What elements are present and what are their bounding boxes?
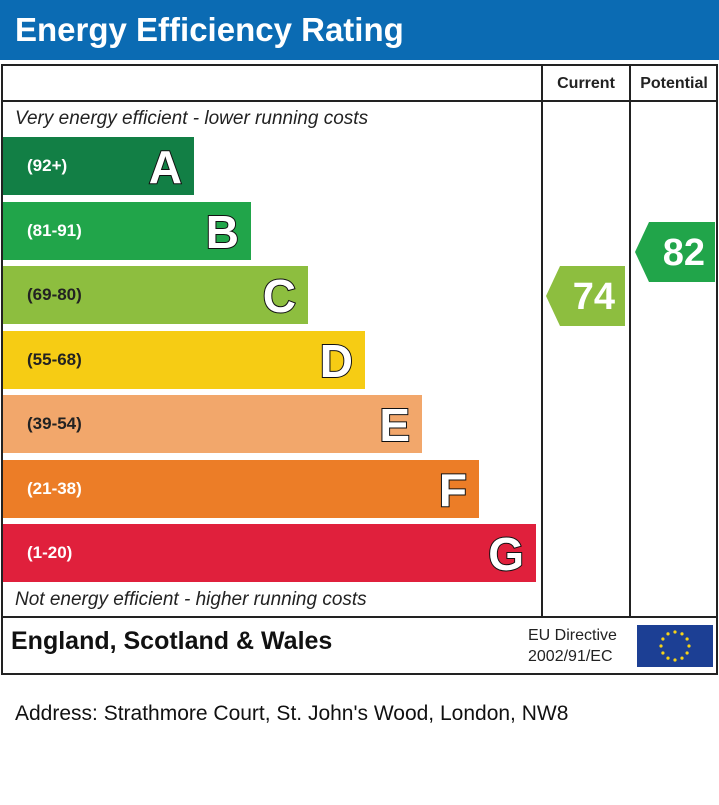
page-title: Energy Efficiency Rating xyxy=(0,0,719,60)
rating-frame xyxy=(1,64,718,675)
band-letter-a: A xyxy=(148,140,183,194)
potential-rating-arrow: 82 xyxy=(635,222,715,282)
band-letter-b: B xyxy=(205,205,240,259)
directive-line-2: 2002/91/EC xyxy=(528,648,613,665)
band-range-c: (69-80) xyxy=(27,285,82,304)
eu-star-icon xyxy=(687,644,691,648)
eu-star-icon xyxy=(666,656,670,660)
potential-rating-value: 82 xyxy=(662,232,705,274)
caption-very-efficient: Very energy efficient - lower running co… xyxy=(15,108,369,129)
caption-not-efficient: Not energy efficient - higher running co… xyxy=(15,589,367,610)
band-a: (92+) A xyxy=(3,137,194,195)
eu-star-icon xyxy=(680,656,684,660)
band-c: (69-80) C xyxy=(3,266,308,324)
current-rating-value: 74 xyxy=(572,276,615,318)
current-rating-arrow: 74 xyxy=(546,266,625,326)
footer-region: England, Scotland & Wales xyxy=(11,627,333,655)
address: Address: Strathmore Court, St. John's Wo… xyxy=(15,702,569,725)
eu-flag-icon xyxy=(637,625,713,667)
eu-star-icon xyxy=(680,632,684,636)
band-range-e: (39-54) xyxy=(27,414,82,433)
eu-star-icon xyxy=(685,651,689,655)
band-letter-d: D xyxy=(319,334,354,388)
band-range-f: (21-38) xyxy=(27,479,82,498)
band-f: (21-38) F xyxy=(3,460,479,518)
eu-star-icon xyxy=(666,632,670,636)
band-letter-e: E xyxy=(378,398,411,452)
eu-star-icon xyxy=(661,651,665,655)
band-range-d: (55-68) xyxy=(27,350,82,369)
band-b: (81-91) B xyxy=(3,202,251,260)
band-range-g: (1-20) xyxy=(27,543,73,562)
current-rating-arrow-shape xyxy=(546,266,625,326)
divider-header-row xyxy=(1,100,718,102)
band-range-b: (81-91) xyxy=(27,221,82,240)
band-g: (1-20) G xyxy=(3,524,536,582)
potential-rating-arrow-shape xyxy=(635,222,715,282)
divider-current-left xyxy=(541,64,543,617)
eu-star-icon xyxy=(659,644,663,648)
eu-star-icon xyxy=(673,630,677,634)
band-letter-c: C xyxy=(262,269,297,323)
band-letter-f: F xyxy=(438,463,468,517)
band-e: (39-54) E xyxy=(3,395,422,453)
divider-footer-row xyxy=(1,616,718,618)
eu-star-icon xyxy=(685,637,689,641)
band-range-a: (92+) xyxy=(27,156,68,175)
eu-star-icon xyxy=(661,637,665,641)
column-header-current: Current xyxy=(557,75,615,92)
column-header-potential: Potential xyxy=(640,75,708,92)
band-d: (55-68) D xyxy=(3,331,365,389)
directive-line-1: EU Directive xyxy=(528,627,617,644)
divider-potential-left xyxy=(629,64,631,617)
eu-star-icon xyxy=(673,658,677,662)
band-letter-g: G xyxy=(487,527,525,581)
